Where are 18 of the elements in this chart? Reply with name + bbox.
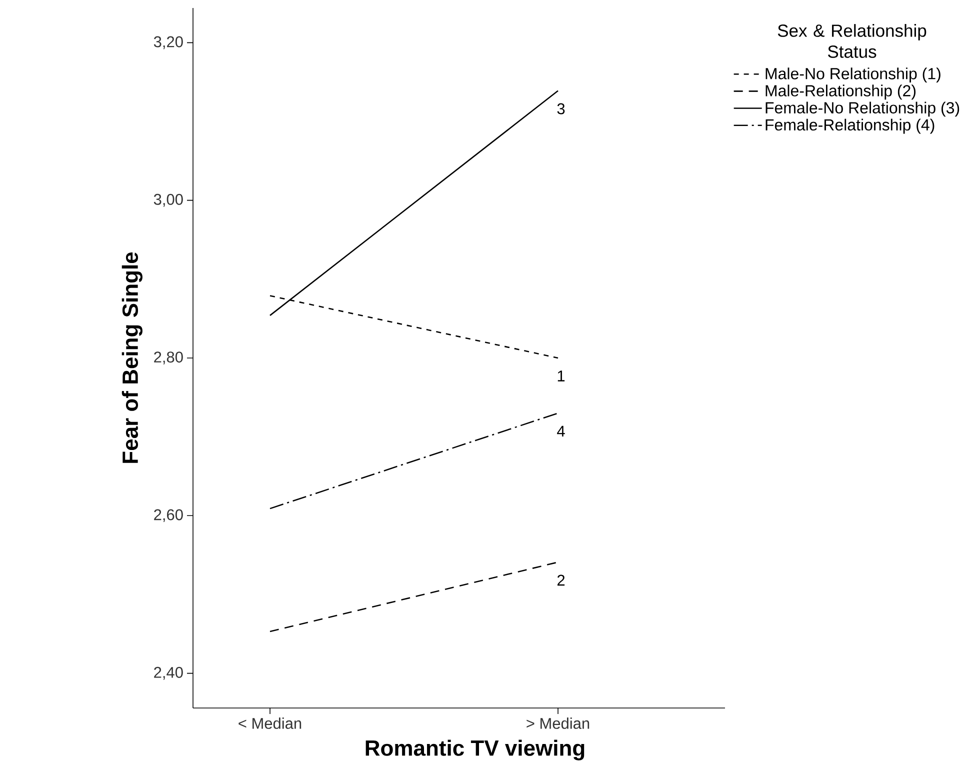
- legend-label: Male-Relationship (2): [766, 84, 916, 100]
- y-tick-label: 3,20: [154, 36, 183, 50]
- y-tick-label: 2,40: [154, 666, 183, 680]
- y-tick-label: 2,80: [154, 352, 183, 364]
- x-tick-label: > Median: [526, 718, 590, 729]
- legend-label: Male-No Relationship (1): [766, 68, 940, 83]
- annotation: 1: [558, 370, 565, 382]
- y-tick-label: 3,00: [154, 194, 183, 207]
- x-tick-label: < Median: [238, 718, 302, 729]
- y-tick-label: 2,60: [154, 509, 183, 522]
- annotation: 3: [557, 103, 565, 114]
- annotation: 2: [557, 574, 565, 586]
- annotation: 4: [557, 426, 565, 437]
- y-axis-title: Fear of Being Single: [122, 252, 142, 463]
- legend-title: Sex & Relationship Status: [778, 24, 926, 58]
- x-axis-title: Romantic TV viewing: [366, 740, 584, 760]
- legend-label: Female-Relationship (4): [766, 118, 934, 134]
- legend-label: Female-No Relationship (3): [766, 102, 960, 117]
